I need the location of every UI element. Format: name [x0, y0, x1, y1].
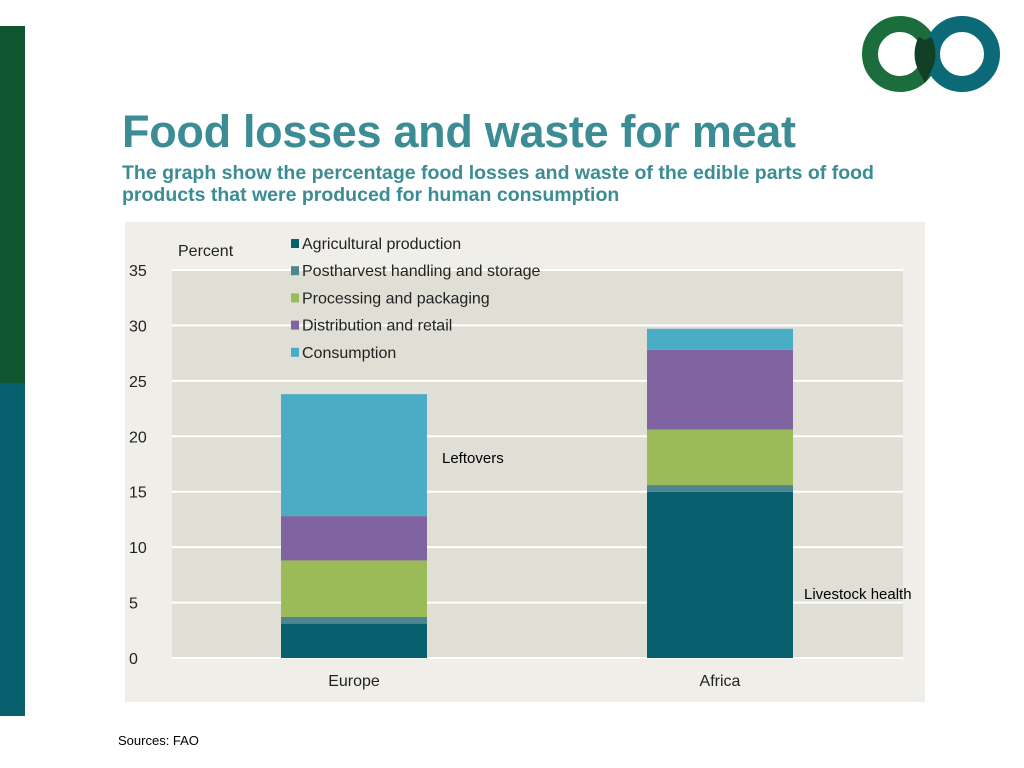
y-tick-label: 15 [129, 485, 147, 502]
bar-segment-africa-1 [647, 485, 793, 492]
annotation-leftovers: Leftovers [442, 450, 504, 467]
legend-label: Consumption [302, 345, 396, 362]
legend-label: Processing and packaging [302, 290, 490, 307]
y-tick-label: 30 [129, 318, 147, 335]
annotation-livestock-health: Livestock health [804, 586, 912, 603]
legend-swatch [291, 239, 299, 248]
brand-stripe-green [0, 26, 25, 383]
y-tick-label: 5 [129, 596, 138, 613]
page-subtitle: The graph show the percentage food losse… [122, 162, 874, 206]
legend-swatch [291, 293, 299, 303]
bar-segment-africa-3 [647, 349, 793, 430]
legend-label: Distribution and retail [302, 318, 452, 335]
legend-swatch [291, 266, 299, 276]
source-note: Sources: FAO [118, 733, 199, 748]
legend-swatch [291, 347, 299, 357]
bar-segment-europe-2 [281, 560, 427, 617]
bar-segment-africa-4 [647, 328, 793, 350]
bar-segment-africa-2 [647, 429, 793, 486]
brand-stripe-teal [0, 383, 25, 716]
bar-segment-europe-1 [281, 616, 427, 624]
x-tick-label: Africa [700, 673, 741, 690]
landbrug-foedevarer-logo [862, 16, 1000, 92]
y-tick-label: 10 [129, 540, 147, 557]
y-tick-label: 20 [129, 429, 147, 446]
page-title: Food losses and waste for meat [122, 106, 796, 157]
legend-label: Postharvest handling and storage [302, 263, 540, 280]
bar-segment-africa-0 [647, 491, 793, 658]
x-tick-label: Europe [328, 673, 380, 690]
y-tick-label: 0 [129, 651, 138, 668]
bar-segment-europe-0 [281, 623, 427, 658]
y-axis-label: Percent [178, 243, 234, 260]
bar-segment-europe-4 [281, 394, 427, 517]
y-tick-label: 35 [129, 263, 147, 280]
y-tick-label: 25 [129, 374, 147, 391]
legend-swatch [291, 320, 299, 330]
legend-label: Agricultural production [302, 236, 461, 253]
stacked-bar-chart: 0 5 10 15 20 25 30 35 Europe Africa Agricultural… [125, 222, 925, 702]
bar-segment-europe-3 [281, 516, 427, 561]
